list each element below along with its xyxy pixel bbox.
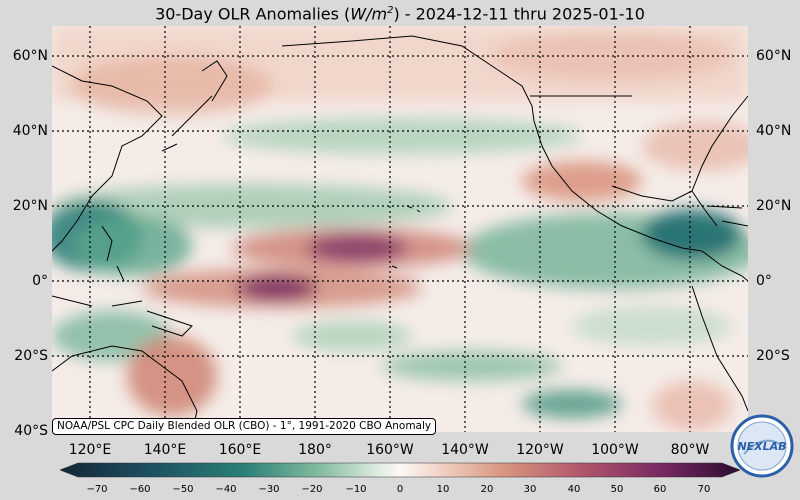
- lon-label-120w: 120°W: [516, 442, 564, 458]
- olr-anomaly-map: [52, 26, 748, 432]
- colorbar-tick: −30: [258, 484, 280, 495]
- colorbar-tick: 40: [567, 484, 581, 495]
- lat-label-right-eq: 0°: [756, 273, 772, 289]
- title-units-exponent: 2: [387, 5, 394, 16]
- logo-text: NEXLAB: [737, 440, 786, 453]
- lat-label-right-20n: 20°N: [756, 198, 792, 214]
- nexlab-logo[interactable]: NEXLAB: [730, 414, 794, 478]
- colorbar: [60, 462, 740, 478]
- lat-label-left-eq: 0°: [32, 273, 48, 289]
- colorbar-tick: 10: [436, 484, 450, 495]
- lat-label-right-60n: 60°N: [756, 48, 792, 64]
- colorbar-tick: 30: [523, 484, 537, 495]
- title-units: W/m: [350, 4, 388, 24]
- title-suffix: ) - 2024-12-11 thru 2025-01-10: [393, 4, 645, 24]
- title-prefix: 30-Day OLR Anomalies (: [155, 4, 351, 24]
- colorbar-tick: 0: [396, 484, 404, 495]
- lat-label-left-40s: 40°S: [14, 423, 48, 439]
- colorbar-tick: −10: [345, 484, 367, 495]
- lon-label-160w: 160°W: [366, 442, 414, 458]
- lon-label-160e: 160°E: [218, 442, 262, 458]
- lat-label-left-60n: 60°N: [12, 48, 48, 64]
- lat-label-right-20s: 20°S: [756, 348, 790, 364]
- lat-label-left-20n: 20°N: [12, 198, 48, 214]
- lon-label-140w: 140°W: [441, 442, 489, 458]
- anomaly-field: [52, 26, 748, 431]
- colorbar-tick: 50: [610, 484, 624, 495]
- lon-label-100w: 100°W: [591, 442, 639, 458]
- lat-label-left-20s: 20°S: [14, 348, 48, 364]
- colorbar-tick: 60: [653, 484, 667, 495]
- lon-label-140e: 140°E: [143, 442, 187, 458]
- colorbar-tick: −20: [301, 484, 323, 495]
- lon-label-80w: 80°W: [670, 442, 710, 458]
- lon-label-180: 180°: [298, 442, 332, 458]
- colorbar-tick: −50: [172, 484, 194, 495]
- lat-label-right-40n: 40°N: [756, 123, 792, 139]
- source-note: NOAA/PSL CPC Daily Blended OLR (CBO) - 1…: [52, 418, 437, 435]
- colorbar-tick: 70: [697, 484, 711, 495]
- lon-label-120e: 120°E: [68, 442, 112, 458]
- map-title: 30-Day OLR Anomalies (W/m2) - 2024-12-11…: [0, 0, 800, 24]
- colorbar-tick: 20: [480, 484, 494, 495]
- map-svg: [52, 26, 748, 432]
- graticule: [52, 26, 748, 432]
- colorbar-tick: −70: [86, 484, 108, 495]
- lat-label-left-40n: 40°N: [12, 123, 48, 139]
- colorbar-tick: −60: [129, 484, 151, 495]
- colorbar-tick: −40: [215, 484, 237, 495]
- colorbar-fill: [60, 462, 740, 478]
